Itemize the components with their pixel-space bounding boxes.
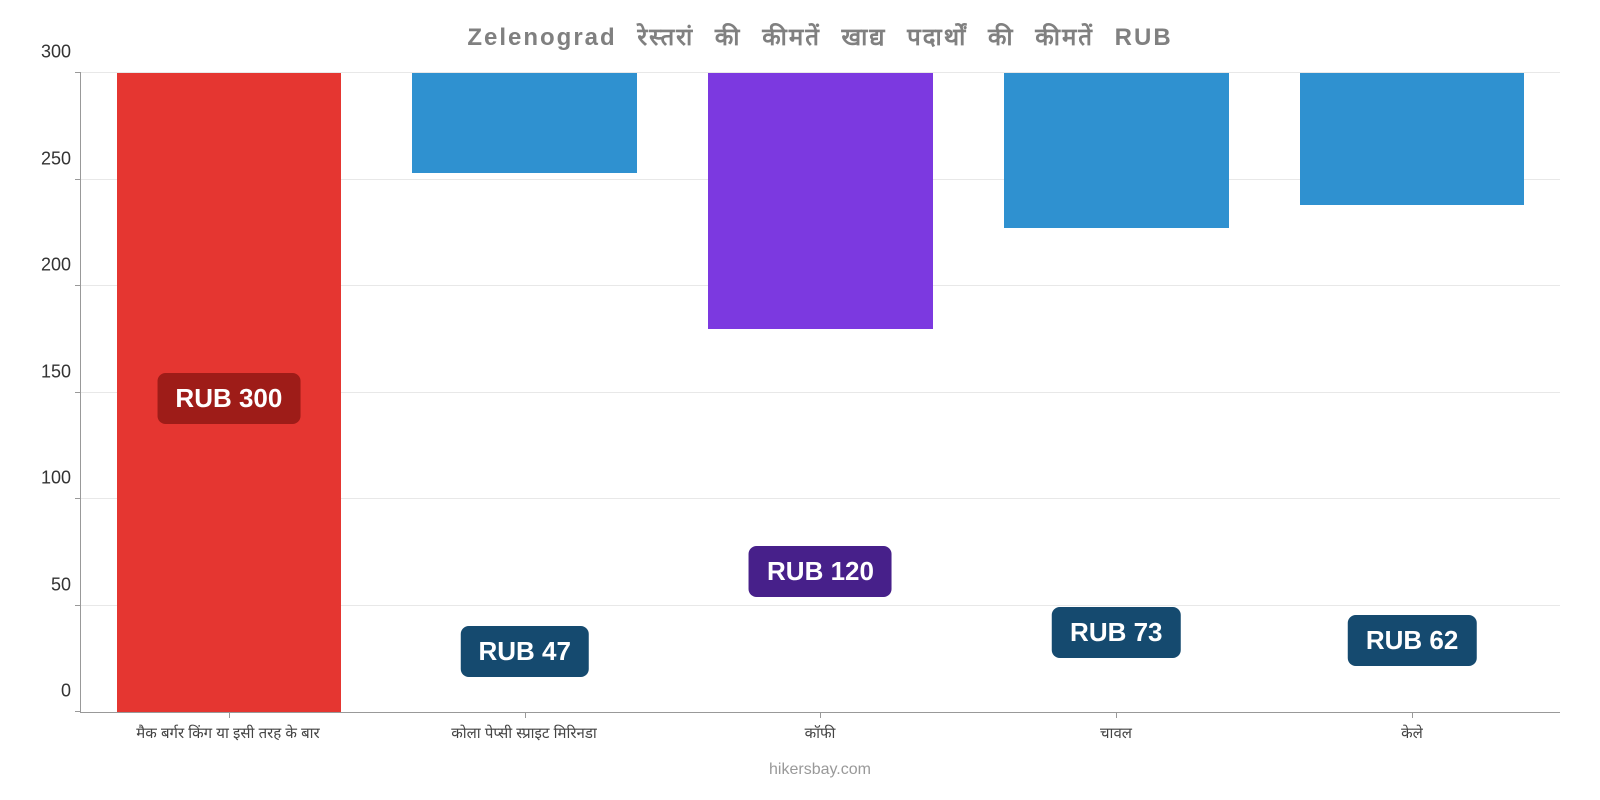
bar-slot: RUB 300 (81, 73, 377, 712)
ytick-label: 100 (31, 468, 71, 489)
value-badge: RUB 73 (1052, 607, 1180, 658)
x-axis-label: कॉफी (672, 723, 968, 743)
ytick-label: 300 (31, 42, 71, 63)
bar-slot: RUB 47 (377, 73, 673, 712)
ytick-label: 200 (31, 255, 71, 276)
chart-title: Zelenograd रेस्तरां की कीमतें खाद्य पदार… (80, 20, 1560, 53)
xtick-mark (229, 712, 230, 718)
bars-group: RUB 300 RUB 47 RUB 120 RUB 73 RUB 62 (81, 73, 1560, 712)
ytick-label: 150 (31, 361, 71, 382)
x-axis-label: मैक बर्गर किंग या इसी तरह के बार (80, 723, 376, 743)
xtick-mark (820, 712, 821, 718)
xtick-mark (525, 712, 526, 718)
ytick-label: 0 (31, 681, 71, 702)
bar-slot: RUB 120 (673, 73, 969, 712)
bar (708, 73, 933, 329)
value-badge: RUB 47 (460, 626, 588, 677)
value-badge: RUB 120 (749, 546, 892, 597)
value-badge: RUB 62 (1348, 615, 1476, 666)
attribution-text: hikersbay.com (80, 761, 1560, 779)
value-badge: RUB 300 (157, 373, 300, 424)
bar (1300, 73, 1525, 205)
bar-slot: RUB 62 (1264, 73, 1560, 712)
chart-container: Zelenograd रेस्तरां की कीमतें खाद्य पदार… (0, 0, 1600, 800)
x-axis-label: केले (1264, 723, 1560, 743)
ytick-label: 50 (31, 574, 71, 595)
xtick-mark (1412, 712, 1413, 718)
bar (412, 73, 637, 173)
xtick-mark (1116, 712, 1117, 718)
x-axis-label: चावल (968, 723, 1264, 743)
ytick-label: 250 (31, 148, 71, 169)
bar-slot: RUB 73 (968, 73, 1264, 712)
bar (1004, 73, 1229, 228)
x-axis-label: कोला पेप्सी स्प्राइट मिरिनडा (376, 723, 672, 743)
x-axis-labels: मैक बर्गर किंग या इसी तरह के बारकोला पेप… (80, 723, 1560, 743)
plot-area: RUB 300RUB 47RUB 120RUB 73RUB 62 0501001… (80, 73, 1560, 713)
